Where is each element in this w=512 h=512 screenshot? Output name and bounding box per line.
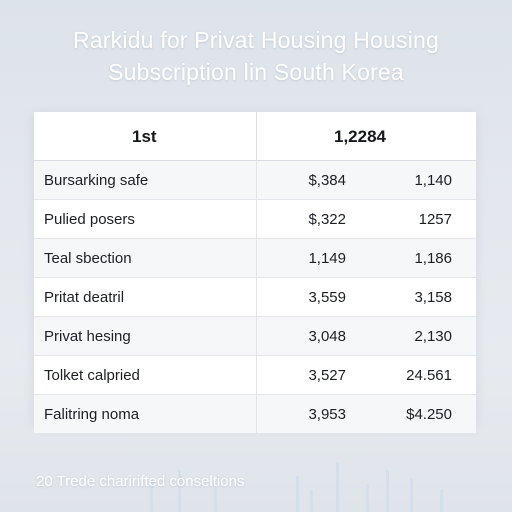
- row-label: Tolket calpried: [44, 367, 140, 384]
- row-value-1: $,322: [308, 211, 346, 228]
- column-divider: [256, 356, 257, 394]
- row-value-1: 3,953: [308, 406, 346, 423]
- column-divider: [256, 395, 257, 433]
- decor-bar: [366, 484, 369, 512]
- table-row: Pritat deatril 3,559 3,158: [34, 278, 476, 317]
- background-decoration: [150, 462, 443, 512]
- row-value-2: 3,158: [414, 289, 452, 306]
- row-value-2: 1,140: [414, 172, 452, 189]
- row-value-1: 3,559: [308, 289, 346, 306]
- row-value-2: 1,186: [414, 250, 452, 267]
- row-value-2: $4.250: [406, 406, 452, 423]
- data-table: 1st 1,2284 Bursarking safe $,384 1,140 Puli…: [34, 112, 476, 433]
- row-label: Pulied posers: [44, 211, 135, 228]
- table-row: Pulied posers $,322 1257: [34, 200, 476, 239]
- column-divider: [256, 200, 257, 238]
- table-row: Falitring noma 3,953 $4.250: [34, 395, 476, 433]
- column-divider: [256, 278, 257, 316]
- table-row: Tolket calpried 3,527 24.561: [34, 356, 476, 395]
- table-row: Teal sbection 1,149 1,186: [34, 239, 476, 278]
- decor-bar: [336, 462, 339, 512]
- title-line-1: Rarkidu for Privat Housing Housing: [72, 27, 440, 53]
- table-row: Privat hesing 3,048 2,130: [34, 317, 476, 356]
- table-header: 1st 1,2284: [34, 112, 476, 161]
- row-value-1: 1,149: [308, 250, 346, 267]
- row-value-1: 3,048: [308, 328, 346, 345]
- footer-caption: 20 Trede charirifted conseltions: [36, 473, 245, 490]
- column-divider: [256, 112, 257, 160]
- row-label: Falitring noma: [44, 406, 140, 423]
- decor-bar: [440, 490, 443, 512]
- decor-bar: [410, 478, 413, 512]
- decor-bar: [310, 490, 313, 512]
- row-value-2: 24.561: [406, 367, 452, 384]
- row-value-2: 2,130: [414, 328, 452, 345]
- decor-bar: [178, 470, 181, 512]
- decor-bar: [214, 488, 217, 512]
- row-label: Privat hesing: [44, 328, 131, 345]
- row-label: Pritat deatril: [44, 289, 125, 306]
- row-label: Teal sbection: [44, 250, 132, 267]
- chart-title: Rarkidu for Privat Housing Housing Subsc…: [0, 24, 512, 88]
- header-cell-right: 1,2284: [334, 127, 386, 146]
- decor-bar: [386, 470, 389, 512]
- table-body: Bursarking safe $,384 1,140 Pulied posers $,…: [34, 161, 476, 433]
- decor-bar: [296, 476, 299, 512]
- row-value-1: $,384: [308, 172, 346, 189]
- row-value-2: 1257: [418, 211, 452, 228]
- decor-bar: [150, 480, 153, 512]
- column-divider: [256, 317, 257, 355]
- table-row: Bursarking safe $,384 1,140: [34, 161, 476, 200]
- row-label: Bursarking safe: [44, 172, 149, 189]
- title-line-2: Subscription lin South Korea: [108, 59, 404, 85]
- header-cell-left: 1st: [132, 127, 157, 146]
- column-divider: [256, 239, 257, 277]
- row-value-1: 3,527: [308, 367, 346, 384]
- column-divider: [256, 161, 257, 199]
